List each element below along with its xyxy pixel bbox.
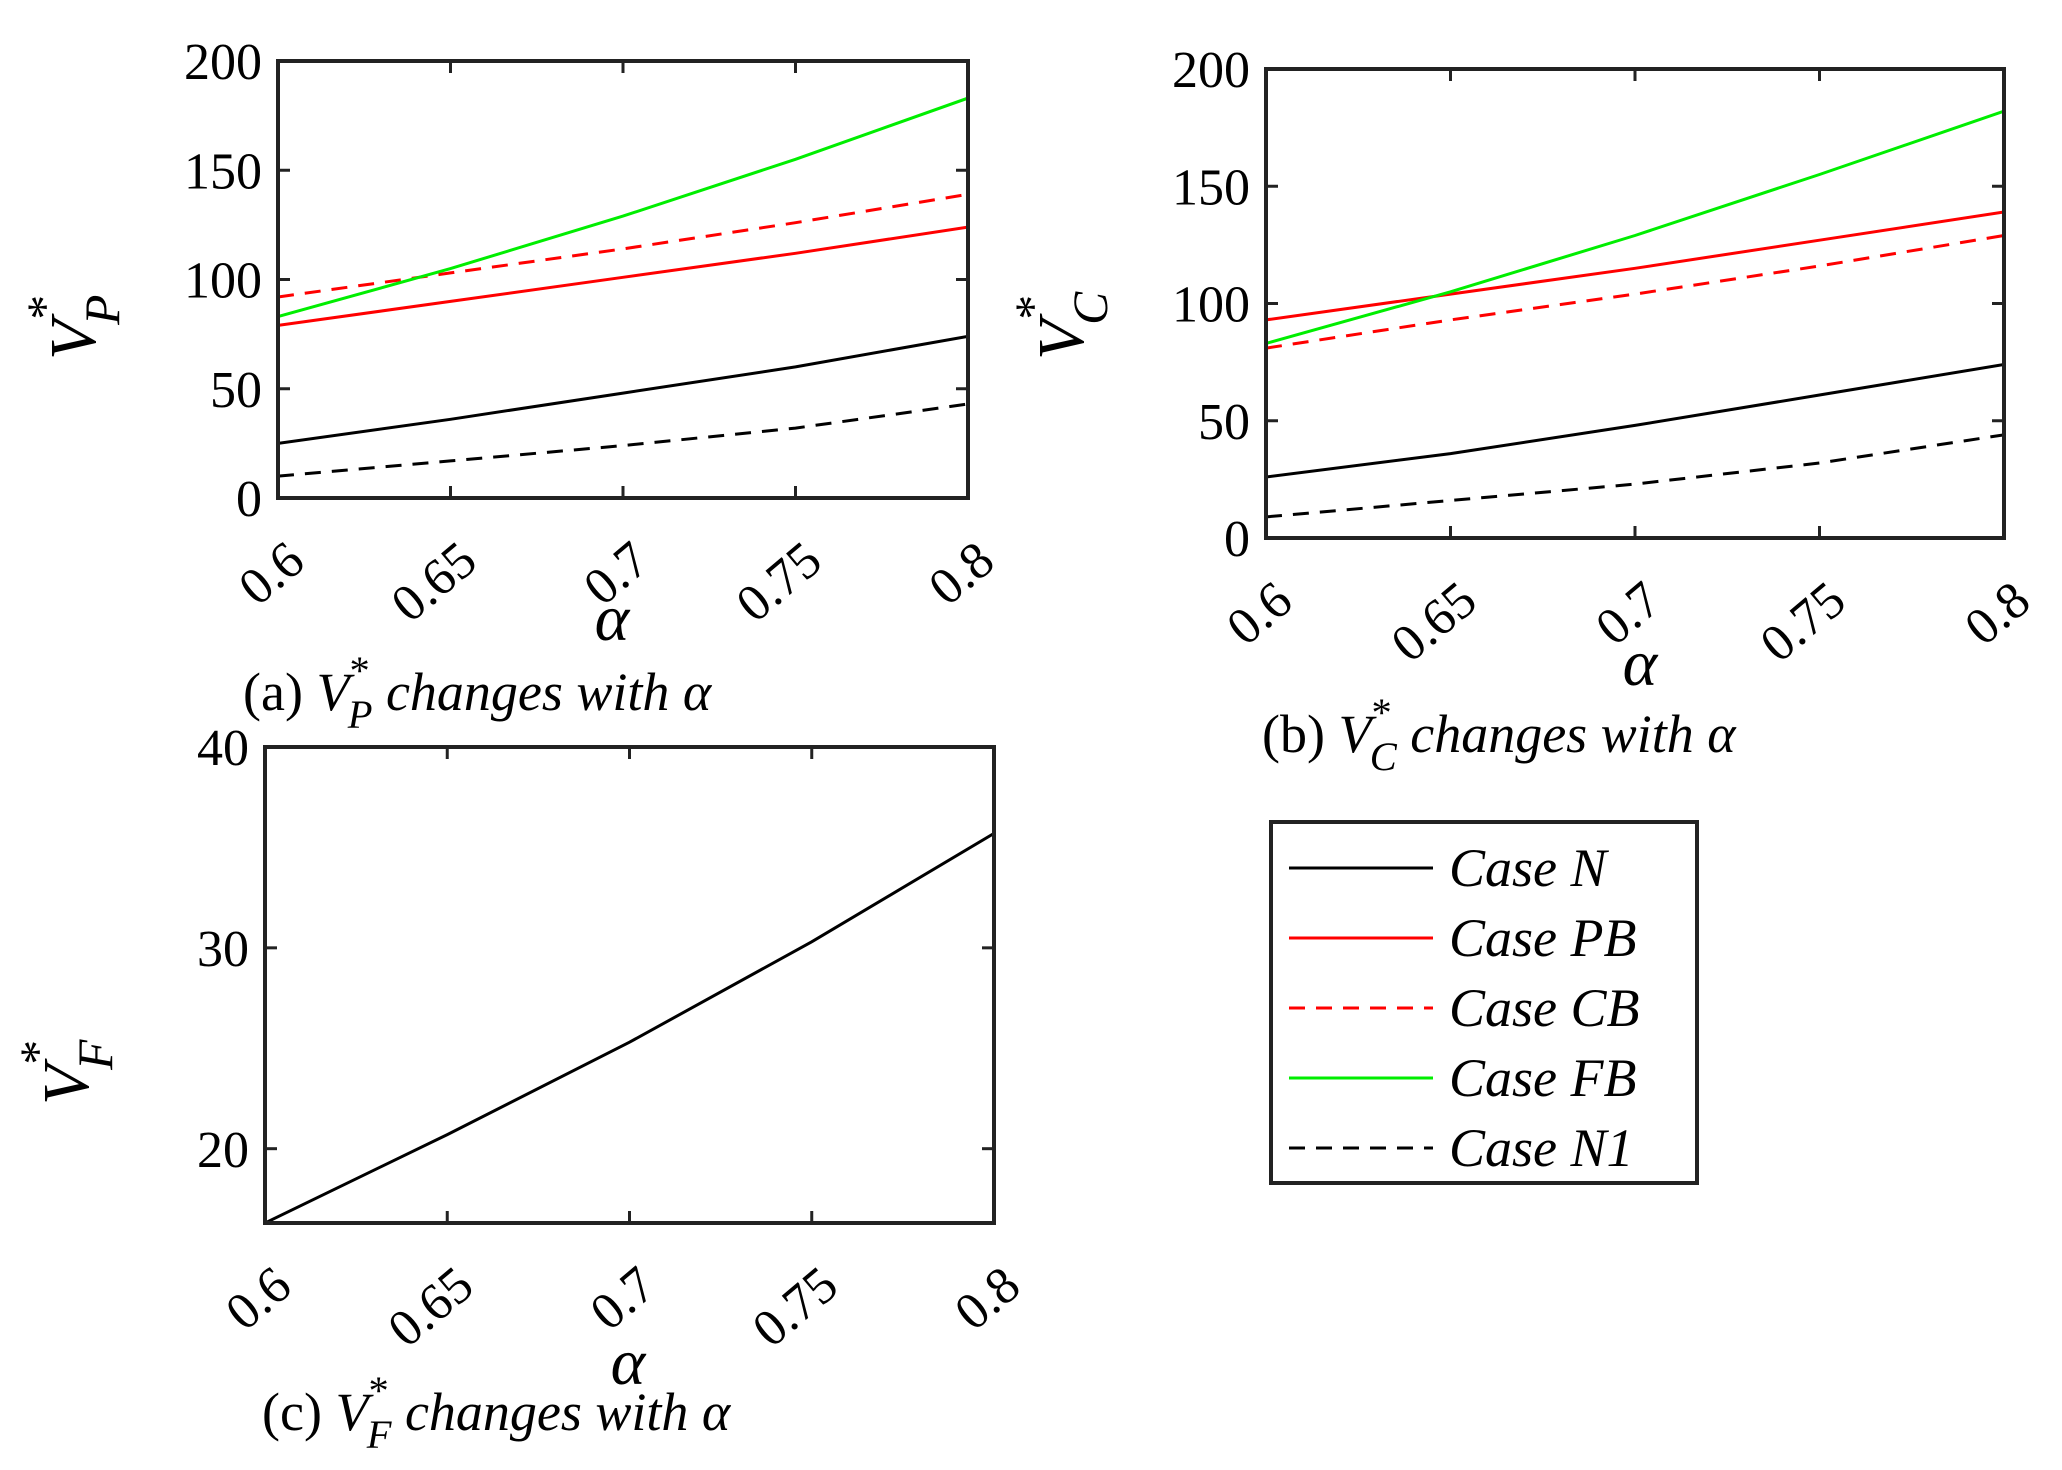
series-line-case-fb: [1266, 109, 2004, 345]
y-tick-label: 200: [1172, 42, 1250, 99]
series-line-case-pb: [278, 225, 968, 327]
x-tick-label: 0.8: [944, 1256, 1030, 1341]
series-line-case-n: [1266, 363, 2004, 479]
y-tick-label: 0: [236, 471, 262, 528]
legend-label: Case N: [1449, 838, 1610, 898]
series-line-case-cb: [278, 192, 968, 299]
x-axis-label: α: [611, 1326, 647, 1399]
series-line-case-n: [278, 334, 968, 445]
x-tick-label: 0.75: [726, 531, 832, 633]
x-axis-label: α: [1623, 627, 1659, 700]
legend: Case N Case PB Case CB Case FB Case N1: [1269, 820, 1699, 1185]
x-tick-label: 0.8: [1954, 571, 2040, 656]
x-tick-label: 0.6: [228, 531, 314, 616]
legend-label: Case N1: [1449, 1118, 1634, 1178]
y-tick-label: 20: [197, 1122, 249, 1179]
series-line-case-n1: [1266, 433, 2004, 519]
legend-label: Case PB: [1449, 908, 1636, 968]
x-tick-label: 0.75: [742, 1256, 848, 1358]
y-tick-label: 40: [197, 720, 249, 777]
x-tick-label: 0.65: [378, 1256, 484, 1358]
series-line-case-n: [265, 832, 994, 1223]
panel-caption: (a) V* P changes with α: [243, 648, 713, 737]
x-tick-label: 0.65: [1381, 571, 1487, 673]
y-tick-label: 50: [1198, 394, 1250, 451]
panel-caption: (b) V* C changes with α: [1262, 690, 1737, 779]
series-line-case-fb: [278, 96, 968, 319]
x-tick-label: 0.6: [1216, 571, 1302, 656]
y-axis-label: V*C: [1005, 291, 1118, 360]
y-tick-label: 30: [197, 921, 249, 978]
legend-label: Case CB: [1449, 978, 1640, 1038]
y-tick-label: 0: [1224, 511, 1250, 568]
y-tick-label: 50: [210, 362, 262, 419]
legend-frame: [1269, 820, 1699, 1185]
x-tick-label: 0.75: [1750, 571, 1856, 673]
x-axis-label: α: [595, 582, 631, 655]
y-axis-label: V*P: [17, 295, 130, 360]
axes-frame: [263, 745, 996, 1225]
x-tick-label: 0.65: [381, 531, 487, 633]
x-tick-label: 0.8: [918, 531, 1004, 616]
series-line-case-n1: [278, 402, 968, 478]
y-tick-label: 100: [1172, 277, 1250, 334]
axes-frame: [276, 59, 970, 500]
x-tick-label: 0.6: [215, 1256, 301, 1341]
y-axis-label: V*F: [10, 1039, 123, 1105]
panel-caption: (c) V* F changes with α: [262, 1368, 732, 1457]
legend-label: Case FB: [1449, 1048, 1636, 1108]
y-tick-label: 150: [1172, 159, 1250, 216]
series-line-case-cb: [1266, 234, 2004, 350]
y-tick-label: 150: [184, 143, 262, 200]
y-tick-label: 200: [184, 34, 262, 91]
y-tick-label: 100: [184, 253, 262, 310]
series-line-case-pb: [1266, 210, 2004, 322]
